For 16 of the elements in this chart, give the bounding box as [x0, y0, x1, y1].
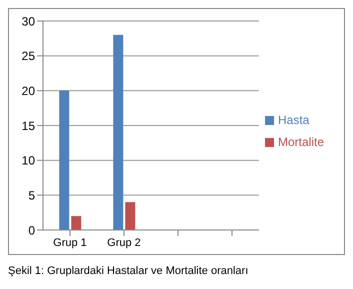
- y-tick-label: 0: [28, 223, 36, 238]
- x-tick-label: Grup 2: [107, 236, 141, 249]
- y-tick-label: 15: [22, 118, 36, 133]
- y-tick-label: 30: [22, 14, 36, 28]
- legend-label: Mortalite: [278, 134, 324, 148]
- y-tick-label: 5: [28, 188, 36, 202]
- bar: [125, 202, 136, 230]
- y-tick-label: 10: [22, 154, 36, 168]
- y-tick-label: 20: [22, 84, 36, 98]
- bar: [59, 90, 70, 230]
- bar: [113, 34, 124, 230]
- y-tick-label: 25: [22, 49, 36, 64]
- text: Şekil 1: Gruplardaki Hastalar ve Mortalite oranları: [8, 265, 250, 277]
- x-tick-label: Grup 1: [53, 236, 87, 249]
- bar: [71, 216, 82, 230]
- legend-label: Hasta: [278, 112, 310, 126]
